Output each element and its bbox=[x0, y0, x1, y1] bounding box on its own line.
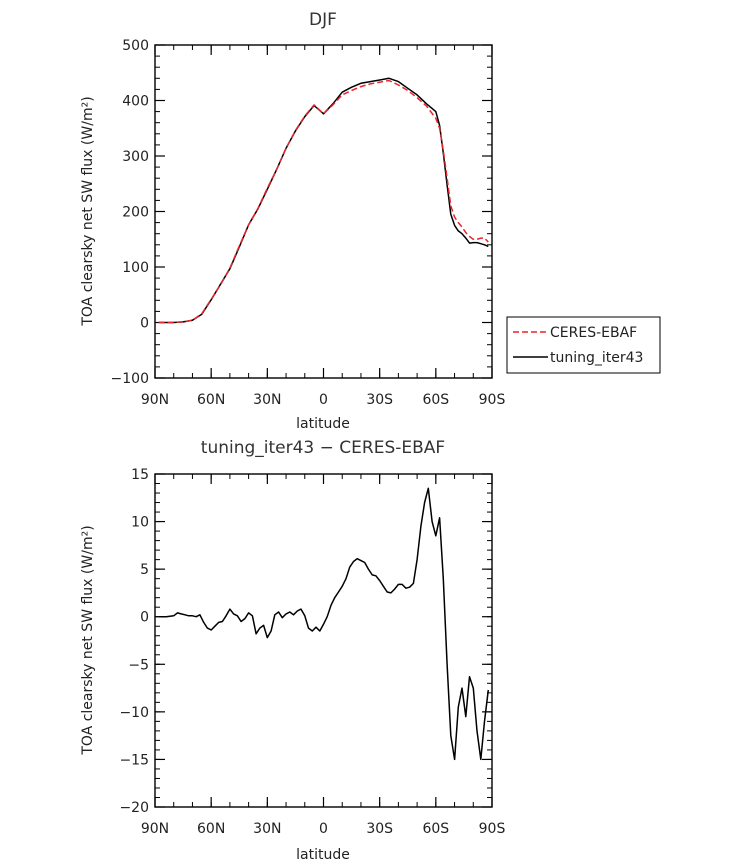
bottom-x-tick-label: 30N bbox=[253, 821, 281, 837]
legend-label-tuning: tuning_iter43 bbox=[550, 350, 643, 366]
top-series-lines bbox=[158, 77, 489, 324]
bottom-series-tuning-iter43-ceres-ebaf bbox=[158, 487, 490, 761]
top-y-tick-label: 300 bbox=[122, 149, 149, 165]
bottom-y-tick-label: −5 bbox=[128, 657, 149, 673]
bottom-x-tick-label: 90S bbox=[479, 821, 506, 837]
bottom-y-tick-label: 5 bbox=[140, 562, 149, 578]
bottom-x-axis-label: latitude bbox=[296, 847, 350, 863]
top-x-tick-label: 90S bbox=[479, 392, 506, 408]
top-x-tick-label: 60N bbox=[197, 392, 225, 408]
legend: CERES-EBAF tuning_iter43 bbox=[506, 316, 661, 374]
top-series-ceres-ebaf bbox=[158, 79, 489, 324]
top-x-tick-labels: 90N 60N 30N 0 30S 60S 90S bbox=[141, 392, 506, 408]
bottom-x-tick-label: 0 bbox=[319, 821, 328, 837]
bottom-x-tick-labels: 90N 60N 30N 0 30S 60S 90S bbox=[141, 821, 506, 837]
top-series-tuning-iter43 bbox=[158, 77, 489, 324]
top-x-tick-label: 90N bbox=[141, 392, 169, 408]
legend-box bbox=[506, 316, 661, 374]
top-y-tick-label: 200 bbox=[122, 205, 149, 221]
bottom-x-tick-label: 30S bbox=[366, 821, 393, 837]
bottom-y-tick-label: −15 bbox=[119, 752, 149, 768]
bottom-series-lines bbox=[158, 487, 490, 761]
top-y-axis-label: TOA clearsky net SW flux (W/m²) bbox=[80, 96, 96, 326]
bottom-y-tick-label: 15 bbox=[131, 467, 149, 483]
bottom-y-tick-label: −20 bbox=[119, 800, 149, 816]
top-x-tick-label: 30N bbox=[253, 392, 281, 408]
top-tick-marks bbox=[154, 44, 493, 379]
bottom-y-tick-label: 10 bbox=[131, 515, 149, 531]
top-panel: DJF −100 0 100 200 300 400 500 90N 60N 30N 0 30S 60… bbox=[80, 10, 661, 432]
bottom-y-axis-label: TOA clearsky net SW flux (W/m²) bbox=[80, 525, 96, 755]
bottom-y-tick-labels: −20 −15 −10 −5 0 5 10 15 bbox=[119, 467, 149, 816]
top-y-tick-label: 0 bbox=[140, 316, 149, 332]
bottom-chart-title: tuning_iter43 − CERES-EBAF bbox=[201, 438, 445, 458]
top-x-axis-label: latitude bbox=[296, 416, 350, 432]
top-x-tick-label: 30S bbox=[366, 392, 393, 408]
legend-label-ceres: CERES-EBAF bbox=[550, 325, 637, 341]
top-y-tick-labels: −100 0 100 200 300 400 500 bbox=[111, 38, 149, 387]
top-x-tick-label: 60S bbox=[422, 392, 449, 408]
top-y-tick-label: 500 bbox=[122, 38, 149, 54]
bottom-plot-frame bbox=[154, 473, 493, 808]
top-chart-title: DJF bbox=[309, 10, 337, 30]
bottom-y-tick-label: 0 bbox=[140, 610, 149, 626]
bottom-x-tick-label: 60S bbox=[422, 821, 449, 837]
bottom-x-tick-label: 90N bbox=[141, 821, 169, 837]
top-y-tick-label: −100 bbox=[111, 371, 149, 387]
top-plot-frame bbox=[154, 44, 493, 379]
bottom-tick-marks bbox=[154, 473, 493, 808]
bottom-x-tick-label: 60N bbox=[197, 821, 225, 837]
bottom-y-tick-label: −10 bbox=[119, 705, 149, 721]
top-y-tick-label: 100 bbox=[122, 260, 149, 276]
bottom-panel: tuning_iter43 − CERES-EBAF −20 −15 −10 −5 0 5… bbox=[80, 438, 505, 863]
top-y-tick-label: 400 bbox=[122, 94, 149, 110]
top-x-tick-label: 0 bbox=[319, 392, 328, 408]
